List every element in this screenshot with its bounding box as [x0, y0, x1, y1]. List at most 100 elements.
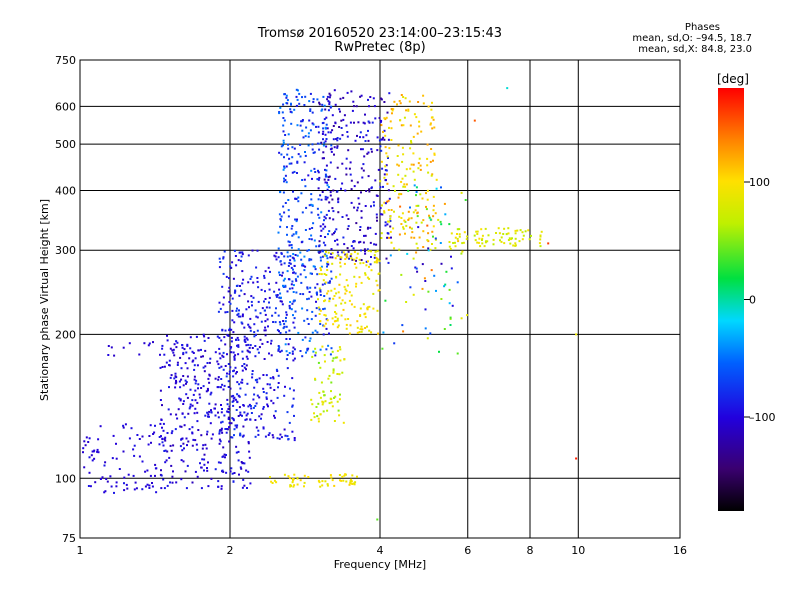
data-point [236, 393, 239, 396]
data-point [200, 355, 203, 358]
data-point [201, 458, 204, 461]
data-point [230, 467, 233, 470]
data-point [174, 386, 177, 389]
data-point [291, 171, 294, 174]
data-point [404, 220, 407, 223]
data-point [265, 392, 268, 395]
data-point [130, 427, 133, 430]
data-point [197, 349, 200, 352]
data-point [353, 305, 356, 308]
data-point [160, 435, 162, 438]
data-point [505, 233, 508, 236]
data-point [343, 285, 346, 288]
data-point [349, 161, 352, 164]
data-point [236, 344, 238, 347]
data-point [376, 250, 379, 253]
data-point [516, 229, 519, 232]
data-point [239, 387, 242, 390]
data-point [327, 251, 330, 254]
data-point [270, 480, 273, 483]
data-point [316, 207, 319, 210]
data-point [285, 313, 288, 316]
data-point [230, 346, 233, 349]
data-point [437, 218, 440, 221]
data-point [283, 277, 286, 280]
data-point [339, 97, 342, 100]
data-point [348, 167, 351, 170]
data-point [331, 262, 334, 265]
data-point [287, 343, 290, 346]
data-point [235, 409, 238, 411]
data-point [248, 306, 250, 309]
data-point [306, 286, 309, 289]
data-point [166, 484, 169, 487]
data-point [184, 362, 187, 365]
data-point [241, 253, 244, 256]
data-point [199, 462, 201, 465]
data-point [348, 257, 350, 260]
data-point [293, 414, 295, 417]
data-point [388, 220, 391, 223]
data-point [241, 378, 244, 381]
data-point [345, 480, 348, 483]
data-point [251, 370, 254, 372]
data-point [343, 243, 346, 246]
data-point [345, 167, 348, 170]
data-point [368, 105, 370, 108]
data-point [331, 114, 334, 117]
data-point [341, 162, 344, 165]
data-point [291, 280, 294, 283]
data-point [280, 153, 283, 156]
data-point [204, 414, 207, 417]
data-point [478, 237, 481, 240]
data-point [328, 201, 331, 204]
data-point [162, 478, 165, 481]
data-point [335, 312, 338, 315]
data-point [341, 251, 344, 254]
data-point [336, 190, 339, 193]
data-point [250, 407, 253, 410]
data-point [419, 193, 422, 196]
data-point [358, 241, 360, 244]
data-point [219, 440, 222, 443]
data-point [168, 364, 171, 367]
data-point [373, 256, 376, 259]
data-point [210, 477, 213, 480]
data-point [277, 256, 280, 259]
data-point [282, 279, 285, 282]
data-point [425, 208, 428, 211]
data-point [335, 228, 338, 231]
data-point [230, 340, 233, 343]
y-tick-label: 750 [55, 54, 76, 67]
data-point [192, 393, 195, 396]
data-point [440, 223, 443, 226]
data-point [321, 283, 324, 286]
data-point [417, 167, 420, 170]
data-point [222, 355, 225, 358]
data-point [310, 398, 313, 401]
data-point [297, 196, 300, 199]
data-point [303, 474, 306, 477]
data-point [308, 259, 311, 262]
data-point [173, 343, 176, 346]
data-point [539, 238, 542, 241]
data-point [344, 258, 347, 260]
data-point [285, 94, 288, 97]
data-point [283, 156, 285, 159]
data-point [237, 312, 240, 315]
data-point [398, 100, 401, 102]
data-point [310, 211, 313, 214]
data-point [439, 242, 442, 244]
data-point [262, 427, 265, 430]
data-point [221, 455, 224, 458]
x-tick-label: 2 [227, 544, 234, 557]
data-point [122, 426, 125, 429]
data-point [325, 169, 328, 172]
data-point [161, 366, 164, 368]
data-point [278, 274, 281, 276]
data-point [230, 328, 233, 331]
data-point [398, 233, 401, 236]
data-point [144, 470, 147, 473]
data-point [249, 317, 252, 320]
data-point [290, 227, 293, 230]
